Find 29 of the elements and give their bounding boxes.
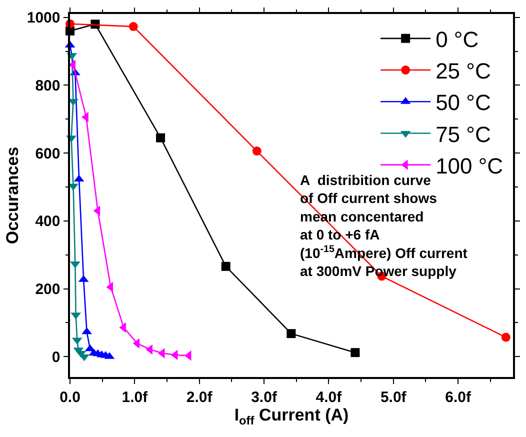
x-tick-label: 3.0f [251,388,278,406]
legend-label: 75 °C [436,122,491,147]
point [93,206,100,216]
y-axis-title: Occurances [2,146,22,244]
x-tick-label: 5.0f [380,388,408,406]
x-tick-label: 1.0f [122,388,149,406]
x-tick-label: 6.0f [445,388,472,406]
point [221,262,230,271]
y-tick-label: 800 [35,77,60,94]
legend-label: 100 °C [436,153,504,178]
legend-label: 25 °C [436,58,491,84]
point [350,348,360,358]
x-axis-title: I$_{off}$ Current (A) [234,406,349,428]
legend-label: 0 °C [436,27,479,52]
point [128,22,138,32]
x-tick-label: 0.0 [60,388,80,406]
x-tick-label: 2.0f [186,388,214,406]
point [501,332,510,342]
legend-label: 50 °C [436,90,491,116]
point [158,348,165,358]
point [286,329,296,338]
y-tick-label: 400 [35,213,60,230]
x-tick-label: 4.0f [316,388,343,406]
point [156,133,166,142]
y-tick-label: 0 [52,348,60,366]
y-tick-label: 200 [35,281,60,298]
y-tick-label: 600 [35,145,60,162]
point [252,146,262,156]
y-tick-label: 1000 [26,10,60,27]
